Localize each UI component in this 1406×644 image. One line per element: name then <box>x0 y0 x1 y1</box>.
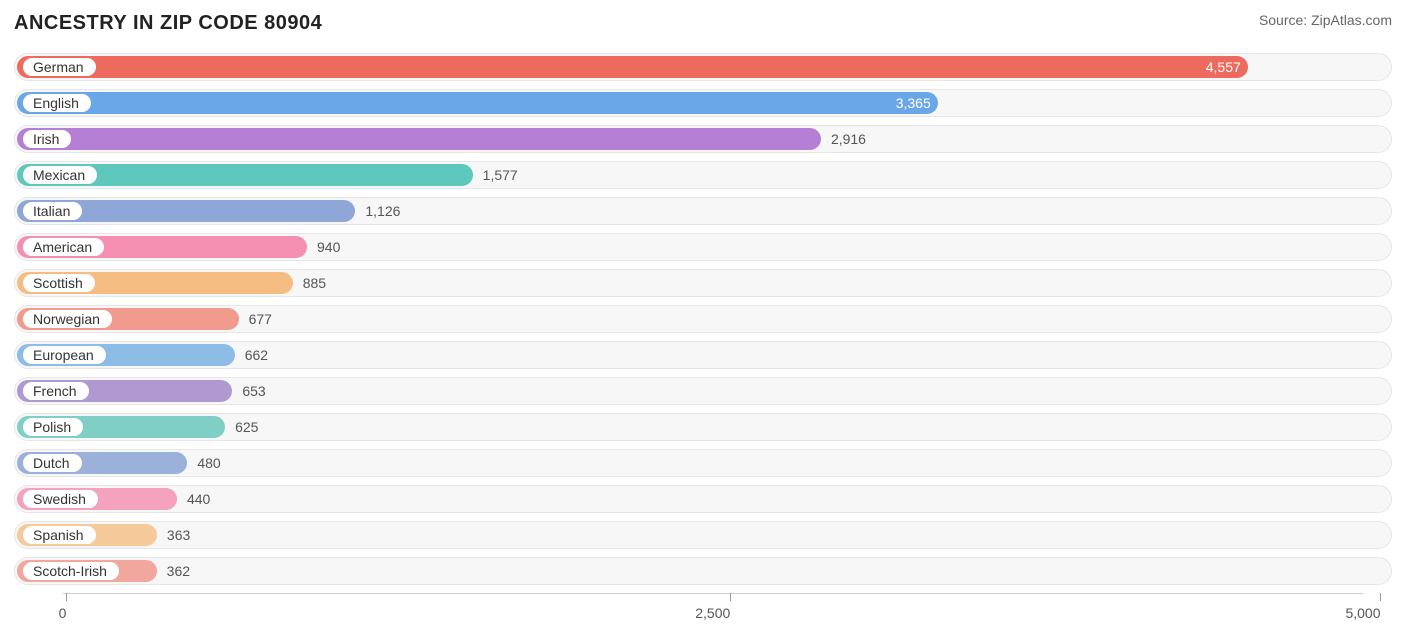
bar-row: Scotch-Irish 362 <box>14 557 1392 585</box>
x-axis: 0 2,500 5,000 <box>14 593 1392 623</box>
bar-value-label: 662 <box>245 347 268 363</box>
bar-value-label: 480 <box>197 455 220 471</box>
bar-value-label: 362 <box>167 563 190 579</box>
category-pill: Norwegian <box>21 308 114 330</box>
bar-row: Scottish 885 <box>14 269 1392 297</box>
bar-value-label: 440 <box>187 491 210 507</box>
bar-value-label: 2,916 <box>831 131 866 147</box>
chart-title: ANCESTRY IN ZIP CODE 80904 <box>14 12 322 35</box>
bar-value-label: 677 <box>249 311 272 327</box>
bar-value-label: 4,557 <box>1206 59 1241 75</box>
axis-tick: 2,500 <box>713 593 748 621</box>
bar-track <box>14 521 1392 549</box>
chart-header: ANCESTRY IN ZIP CODE 80904 Source: ZipAt… <box>14 12 1392 35</box>
bar-value-label: 885 <box>303 275 326 291</box>
bar-row: Italian 1,126 <box>14 197 1392 225</box>
category-pill: Scotch-Irish <box>21 560 121 582</box>
ancestry-bar-chart: ANCESTRY IN ZIP CODE 80904 Source: ZipAt… <box>0 0 1406 633</box>
bar-row: American 940 <box>14 233 1392 261</box>
tick-mark <box>730 593 731 601</box>
category-pill: German <box>21 56 98 78</box>
bar-track <box>14 557 1392 585</box>
category-pill: Scottish <box>21 272 97 294</box>
bar-track <box>14 485 1392 513</box>
bar-value-label: 1,126 <box>365 203 400 219</box>
tick-label: 0 <box>59 605 67 621</box>
bar-row: Swedish 440 <box>14 485 1392 513</box>
bar-fill <box>17 128 821 150</box>
bar-row: Spanish 363 <box>14 521 1392 549</box>
tick-label: 2,500 <box>695 605 730 621</box>
category-pill: Polish <box>21 416 85 438</box>
tick-label: 5,000 <box>1345 605 1380 621</box>
bars-area: German 4,557 English 3,365 Irish 2,916 Mexican… <box>14 53 1392 585</box>
bar-fill <box>17 92 938 114</box>
bar-value-label: 625 <box>235 419 258 435</box>
bar-row: German 4,557 <box>14 53 1392 81</box>
tick-mark <box>1380 593 1381 601</box>
bar-value-label: 653 <box>242 383 265 399</box>
bar-row: Mexican 1,577 <box>14 161 1392 189</box>
category-pill: Spanish <box>21 524 98 546</box>
bar-value-label: 3,365 <box>896 95 931 111</box>
bar-value-label: 1,577 <box>483 167 518 183</box>
category-pill: Italian <box>21 200 84 222</box>
chart-source: Source: ZipAtlas.com <box>1259 12 1392 28</box>
bar-row: Irish 2,916 <box>14 125 1392 153</box>
tick-mark <box>66 593 67 601</box>
bar-value-label: 363 <box>167 527 190 543</box>
category-pill: European <box>21 344 108 366</box>
category-pill: French <box>21 380 91 402</box>
bar-row: Polish 625 <box>14 413 1392 441</box>
category-pill: Irish <box>21 128 73 150</box>
bar-row: English 3,365 <box>14 89 1392 117</box>
category-pill: English <box>21 92 93 114</box>
bar-row: Dutch 480 <box>14 449 1392 477</box>
bar-fill <box>17 56 1248 78</box>
category-pill: Mexican <box>21 164 99 186</box>
bar-row: Norwegian 677 <box>14 305 1392 333</box>
axis-tick: 5,000 <box>1363 593 1398 621</box>
category-pill: Swedish <box>21 488 100 510</box>
bar-row: French 653 <box>14 377 1392 405</box>
category-pill: American <box>21 236 106 258</box>
bar-row: European 662 <box>14 341 1392 369</box>
axis-tick: 0 <box>63 593 71 621</box>
category-pill: Dutch <box>21 452 84 474</box>
bar-value-label: 940 <box>317 239 340 255</box>
